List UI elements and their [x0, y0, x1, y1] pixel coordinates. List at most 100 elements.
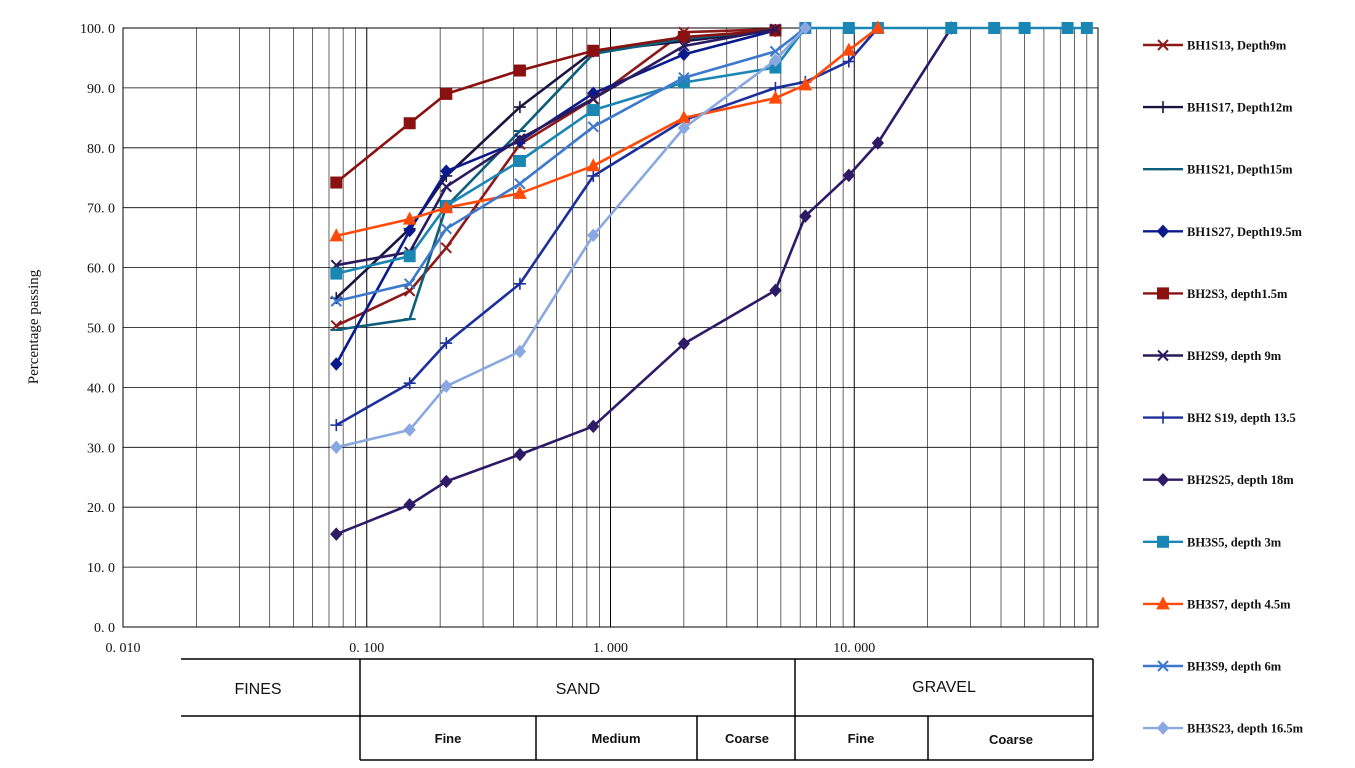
legend-label: BH1S17, Depth12m [1187, 101, 1293, 115]
data-point [440, 164, 453, 178]
data-point [403, 223, 416, 238]
sand-label: SAND [556, 681, 600, 698]
data-point [329, 228, 344, 242]
data-point [587, 419, 600, 434]
y-tick-label: 40. 0 [87, 381, 115, 396]
data-point [403, 377, 416, 390]
legend-marker [1157, 535, 1169, 548]
legend-item: BH3S23, depth 16.5m [1143, 721, 1304, 736]
plot-frame [122, 27, 1099, 628]
legend-marker [1156, 721, 1170, 735]
legend-label: BH3S5, depth 3m [1187, 535, 1282, 549]
data-point [330, 295, 343, 307]
data-point [769, 283, 782, 298]
data-point [945, 22, 958, 34]
series-line [336, 27, 807, 449]
data-point [587, 104, 600, 117]
data-point [403, 278, 416, 290]
data-point [513, 185, 527, 199]
legend-label: BH2S25, depth 18m [1187, 473, 1294, 487]
data-point [330, 267, 343, 280]
data-point [1018, 22, 1031, 34]
y-tick-label: 0. 0 [94, 621, 115, 636]
data-point [842, 55, 855, 68]
legend-label: BH1S13, Depth9m [1187, 39, 1287, 53]
series-12 [330, 21, 812, 455]
data-point [440, 222, 453, 235]
legend-item: BH1S13, Depth9m [1143, 39, 1287, 53]
data-point [678, 72, 690, 84]
data-point [842, 168, 855, 183]
data-point [513, 64, 526, 77]
legend-marker [1157, 39, 1169, 51]
data-point [330, 357, 343, 371]
legend-label: BH1S21, Depth15m [1187, 163, 1293, 177]
series-line [336, 26, 807, 303]
data-point [402, 211, 417, 225]
x-tick-label: 0. 100 [349, 641, 384, 656]
data-point [768, 90, 783, 104]
legend-marker [1156, 472, 1170, 487]
legend-item: BH1S27, Depth19.5m [1143, 224, 1303, 239]
legend-label: BH2S3, depth1.5m [1187, 287, 1288, 301]
y-tick-label: 20. 0 [87, 501, 115, 516]
series-line [336, 26, 879, 238]
data-point [403, 498, 416, 512]
data-point [514, 133, 526, 145]
data-point [677, 336, 691, 351]
sand-medium-label: Medium [591, 731, 640, 746]
series-line [335, 27, 879, 427]
data-point [403, 117, 416, 130]
data-point [330, 527, 343, 541]
data-point [871, 136, 885, 150]
data-point [769, 53, 782, 68]
y-tick-label: 50. 0 [87, 322, 115, 337]
legend-item: BH3S5, depth 3m [1143, 535, 1282, 549]
gravel-label: GRAVEL [912, 679, 976, 696]
data-point [677, 121, 691, 135]
y-axis-label: Percentage passing [26, 269, 42, 384]
data-point [678, 40, 690, 52]
data-point [440, 181, 453, 193]
data-point [841, 42, 856, 56]
data-point [513, 101, 526, 114]
data-point [330, 440, 343, 455]
sand-fine-label: Fine [435, 731, 462, 746]
data-point [587, 121, 600, 133]
data-point [1080, 22, 1093, 34]
legend-label: BH3S23, depth 16.5m [1187, 722, 1304, 736]
data-point [799, 21, 812, 35]
series-10 [329, 20, 885, 242]
y-tick-label: 30. 0 [87, 441, 115, 456]
legend-label: BH3S9, depth 6m [1187, 660, 1282, 674]
legend-item: BH2S3, depth1.5m [1143, 287, 1288, 301]
y-tick-label: 100. 0 [80, 22, 115, 37]
data-point [587, 228, 600, 242]
legend-label: BH3S7, depth 4.5m [1187, 597, 1291, 611]
soil-classification-table [181, 658, 1094, 761]
legend-marker [1157, 411, 1169, 424]
data-point [330, 419, 343, 432]
x-axis-ticks: 0. 010 0. 100 1. 000 10. 000 [106, 641, 876, 656]
legend-marker [1156, 596, 1170, 610]
legend-marker [1157, 349, 1169, 362]
data-point [440, 242, 453, 254]
data-point [440, 87, 453, 100]
legend-marker [1157, 101, 1169, 114]
legend-label: BH1S27, Depth19.5m [1187, 225, 1303, 239]
y-tick-label: 60. 0 [87, 262, 115, 277]
legend-label: BH2 S19, depth 13.5 [1187, 411, 1296, 425]
x-tick-label: 10. 000 [833, 641, 875, 656]
data-point [403, 250, 416, 263]
y-tick-label: 10. 0 [87, 561, 115, 576]
data-point [403, 423, 416, 437]
data-point [677, 47, 691, 62]
legend-item: BH1S21, Depth15m [1143, 163, 1293, 177]
data-point [798, 77, 813, 91]
gravel-fine-label: Fine [848, 731, 875, 746]
data-point [440, 379, 453, 393]
y-tick-label: 90. 0 [87, 82, 115, 97]
data-point [871, 20, 885, 34]
data-point [587, 169, 600, 182]
